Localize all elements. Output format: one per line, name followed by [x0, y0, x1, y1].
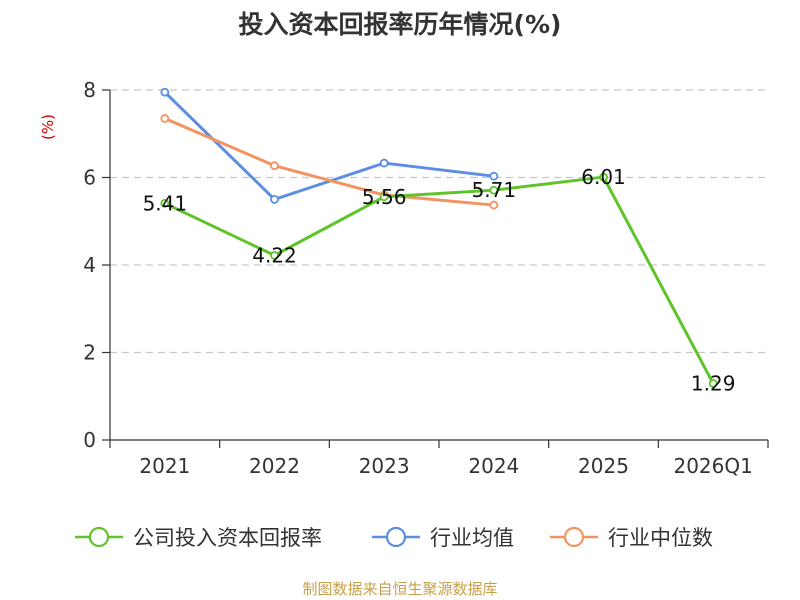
data-point [708, 379, 718, 388]
data-point [270, 194, 279, 204]
data-point [160, 87, 170, 97]
y-tick-label: 0 [83, 428, 96, 452]
legend-label: 公司投入资本回报率 [133, 526, 322, 550]
y-tick-label: 8 [83, 78, 96, 102]
x-tick-label: 2026Q1 [673, 454, 752, 478]
series-lines [160, 87, 718, 388]
y-tick-label: 2 [83, 341, 96, 365]
data-point [160, 198, 170, 208]
data-point [379, 192, 389, 202]
data-label: 4.22 [252, 243, 297, 267]
data-point [379, 158, 389, 168]
source-note: 制图数据来自恒生聚源数据库 [302, 580, 498, 598]
data-point [489, 171, 499, 181]
data-point [270, 250, 279, 260]
x-tick-label: 2024 [468, 454, 519, 478]
x-tick-label: 2023 [359, 454, 410, 478]
legend-marker [385, 526, 407, 548]
data-point [270, 161, 279, 171]
legend-label: 行业中位数 [608, 526, 713, 550]
y-tick-label: 6 [83, 166, 96, 190]
data-labels: 5.41 4.22 5.56 5.71 6.01 1.29 [143, 165, 736, 396]
data-label: 1.29 [691, 372, 736, 396]
series-line-1 [163, 91, 495, 201]
data-label: 5.56 [362, 185, 407, 209]
legend-marker [563, 526, 585, 548]
x-tick-label: 2022 [249, 454, 300, 478]
tick-labels: 0 2 4 6 8 2021 2022 2023 2024 2025 2026Q1 [83, 78, 753, 478]
series-line-0 [164, 175, 715, 385]
data-label: 5.41 [143, 191, 188, 215]
legend: 公司投入资本回报率 行业均值 行业中位数 [75, 526, 713, 550]
data-label: 6.01 [581, 165, 626, 189]
axes [102, 89, 769, 448]
legend-marker [88, 526, 110, 548]
grid-lines [110, 89, 768, 354]
series-line-2 [164, 117, 494, 207]
x-tick-label: 2021 [139, 454, 190, 478]
data-point [489, 200, 499, 210]
x-tick-label: 2025 [578, 454, 629, 478]
data-point [489, 185, 499, 195]
chart-title: 投入资本回报率历年情况(%) [238, 10, 562, 39]
data-label: 5.71 [472, 178, 517, 202]
data-point [160, 114, 170, 123]
legend-label: 行业均值 [430, 526, 514, 550]
y-tick-label: 4 [83, 253, 96, 277]
y-axis-unit: (%) [39, 114, 57, 140]
data-point [599, 172, 608, 182]
